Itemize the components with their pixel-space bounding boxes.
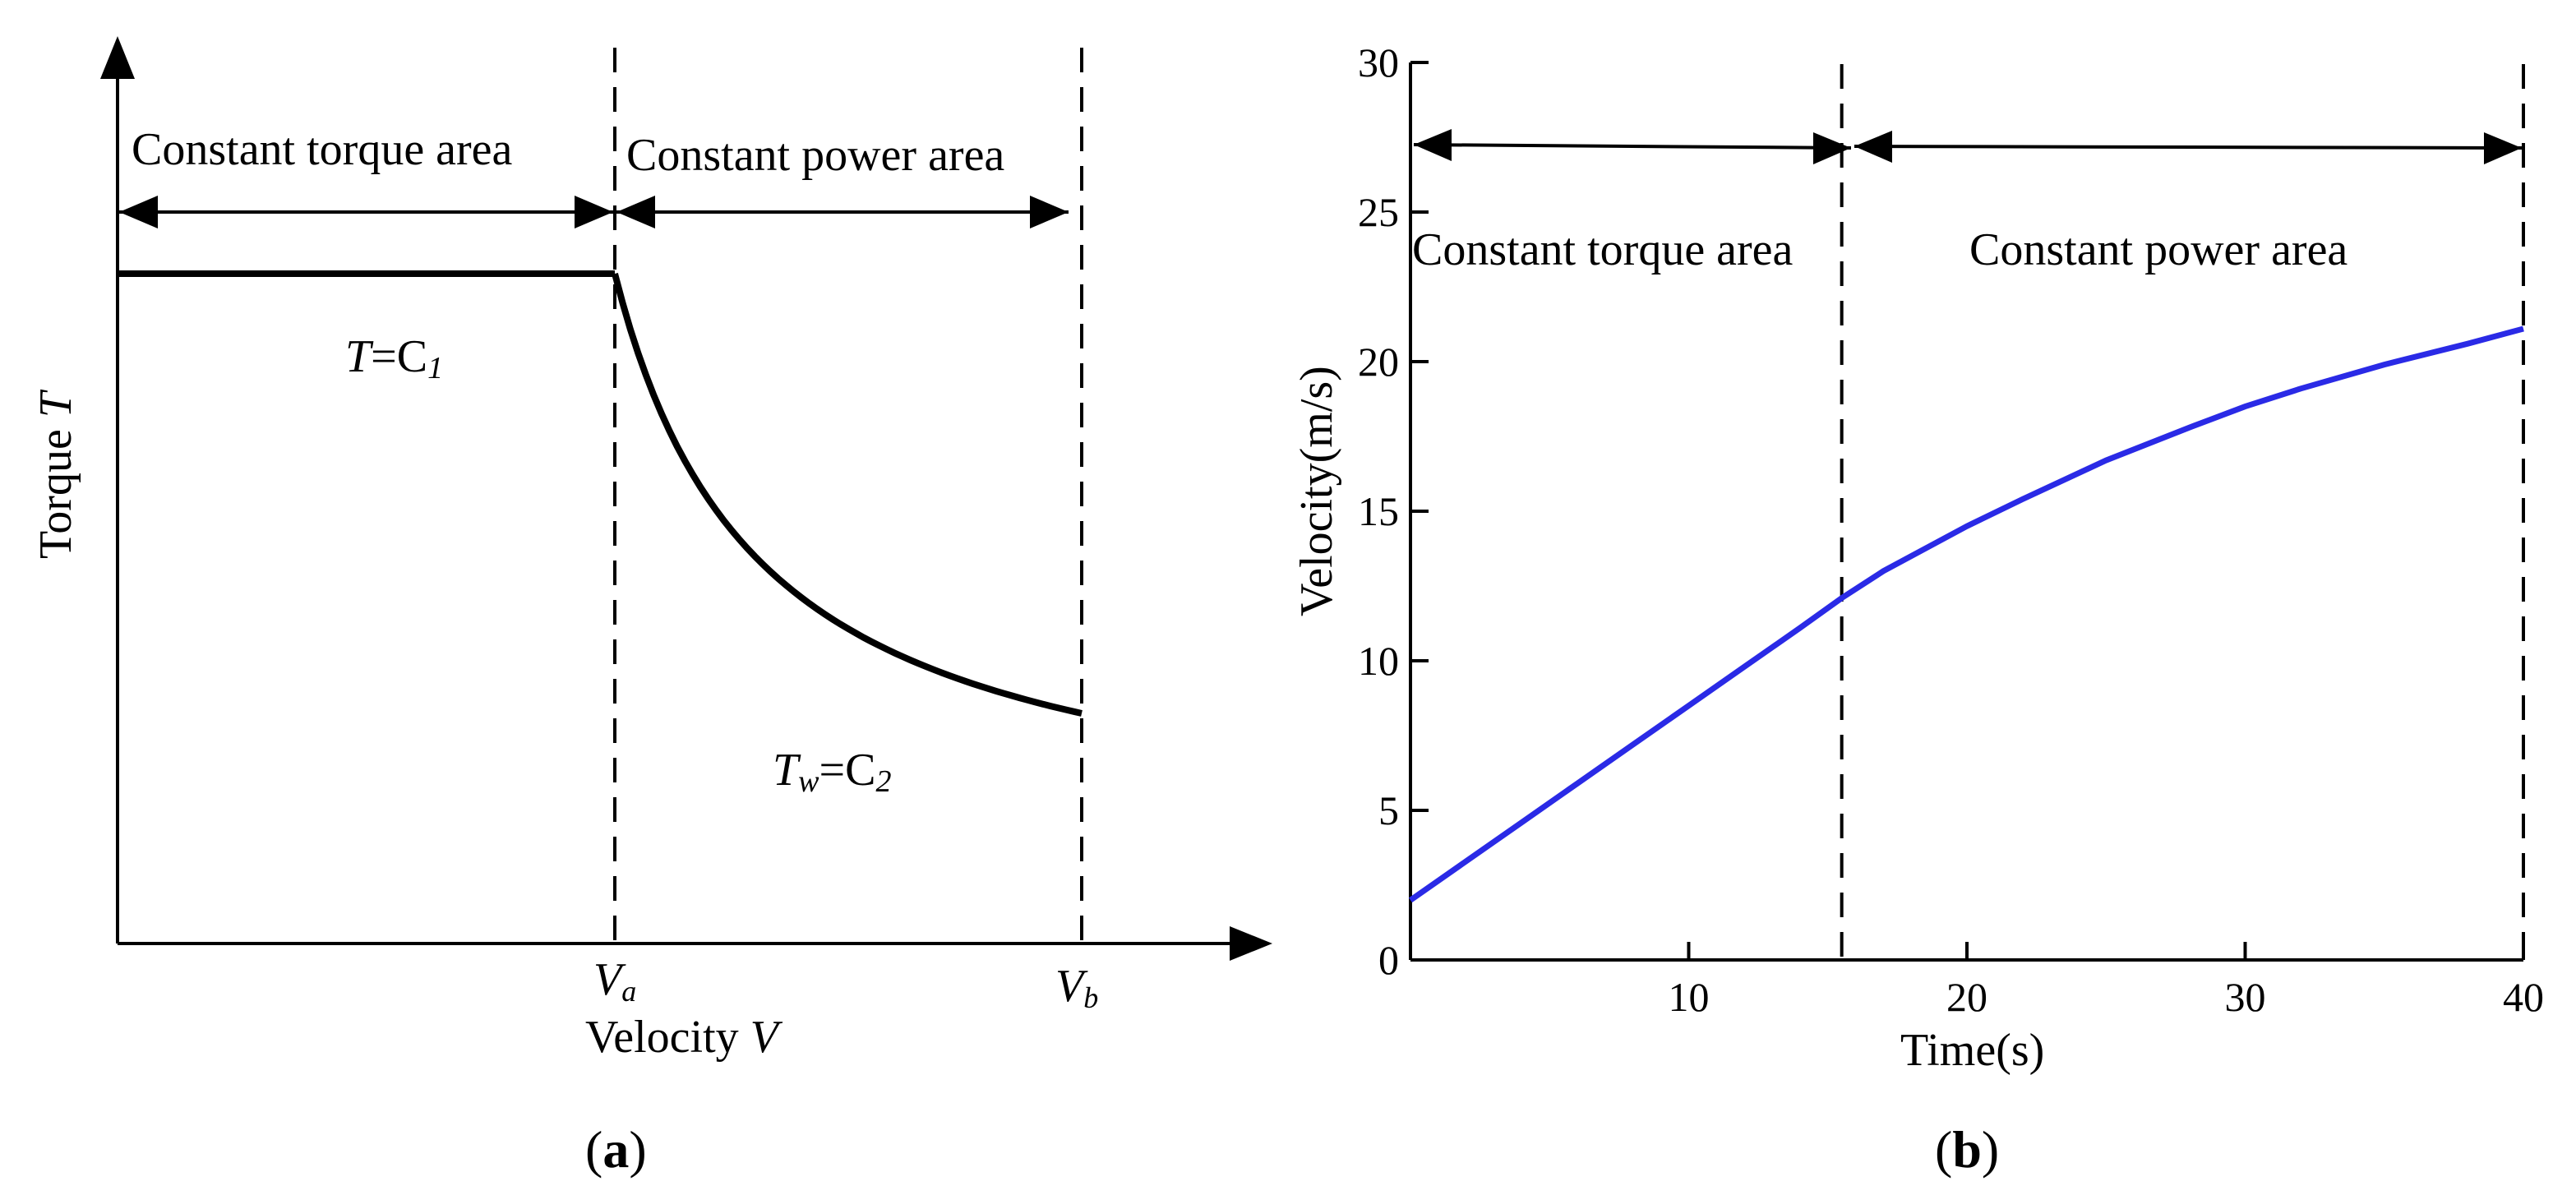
a-tick-va: Va	[593, 954, 636, 1008]
a-tick-va-var: V	[593, 954, 626, 1005]
b-ytick-label: 5	[1378, 787, 1399, 833]
a-caption-letter: a	[602, 1120, 629, 1179]
a-ylabel-text: Torque	[30, 429, 81, 559]
a-x-axis-arrowhead	[1230, 926, 1272, 961]
b-boundaries	[1840, 64, 2525, 960]
a-annotation-t-c1: T=C1	[345, 331, 443, 385]
a-tick-vb-sub: b	[1083, 981, 1098, 1014]
a-y-axis-label: Torque T	[30, 389, 81, 559]
panel-b-velocity-time: 0 5 10 15 20 25 30 10 20 30 40 Constant torque ar…	[1291, 39, 2544, 1179]
a-ann2-sub: 2	[875, 764, 891, 799]
b-caption-open: (	[1935, 1120, 1952, 1179]
panel-a-torque-velocity: Constant torque area Constant power area…	[30, 36, 1272, 1179]
a-xlabel-var: V	[750, 1012, 783, 1063]
a-tick-vb: Vb	[1055, 961, 1098, 1014]
a-x-axis-label: Velocity V	[585, 1012, 783, 1063]
a-torque-hyperbolic-curve	[612, 272, 1083, 717]
b-ytick-label: 15	[1358, 488, 1399, 534]
b-region2-arrow	[1854, 145, 2523, 150]
a-caption: (a)	[585, 1120, 647, 1179]
a-region2-arrowhead-right	[1030, 196, 1069, 228]
a-ann1-var: T	[345, 331, 374, 382]
b-x-ticks: 10 20 30 40	[1669, 942, 2544, 1020]
b-caption-letter: b	[1952, 1120, 1982, 1179]
b-xtick-label: 30	[2225, 974, 2266, 1020]
b-ytick-label: 0	[1378, 937, 1399, 983]
b-xtick-label: 20	[1946, 974, 1987, 1020]
b-region1-label: Constant torque area	[1412, 224, 1794, 275]
b-velocity-series-line	[1408, 325, 2524, 903]
b-xtick-label: 10	[1669, 974, 1710, 1020]
b-ytick-label: 20	[1358, 339, 1399, 385]
a-ann2-var: T	[773, 745, 801, 796]
a-ann2-varsub: w	[798, 764, 819, 799]
b-xtick-label: 40	[2503, 974, 2544, 1020]
a-region1-arrowhead-left	[119, 196, 158, 228]
a-tick-vb-var: V	[1055, 961, 1088, 1012]
b-region1-arrowhead-right	[1813, 132, 1851, 164]
a-ann1-rest: =C	[371, 331, 427, 382]
b-region2-label: Constant power area	[1969, 224, 2347, 275]
a-caption-open: (	[585, 1120, 602, 1179]
a-ann2-rest: =C	[819, 745, 876, 796]
b-ytick-label: 10	[1358, 638, 1399, 684]
a-region2-label: Constant power area	[626, 130, 1004, 181]
a-caption-close: )	[629, 1120, 646, 1179]
b-region2-arrowhead-right	[2484, 132, 2522, 164]
a-region2-arrowhead-left	[616, 196, 655, 228]
b-ytick-label: 25	[1358, 189, 1399, 235]
b-caption: (b)	[1935, 1120, 1999, 1179]
b-x-axis-label: Time(s)	[1900, 1025, 2044, 1076]
a-region1-label: Constant torque area	[132, 124, 513, 175]
a-tick-va-sub: a	[621, 975, 636, 1008]
b-region1-arrow	[1413, 143, 1852, 150]
b-y-ticks: 0 5 10 15 20 25 30	[1358, 39, 1429, 983]
b-caption-close: )	[1982, 1120, 1999, 1179]
a-ann1-sub: 1	[427, 351, 443, 385]
b-region1-arrowhead-left	[1414, 129, 1452, 161]
b-ytick-label: 30	[1358, 39, 1399, 85]
a-ylabel-var: T	[30, 389, 81, 418]
a-xlabel-text: Velocity	[585, 1012, 739, 1063]
a-region1-arrowhead-right	[575, 196, 613, 228]
b-y-axis-label: Velocity(m/s)	[1291, 366, 1342, 616]
b-region2-arrowhead-left	[1854, 131, 1892, 163]
a-y-axis-arrowhead	[100, 36, 135, 79]
a-annotation-tw-c2: Tw=C2	[773, 745, 891, 799]
